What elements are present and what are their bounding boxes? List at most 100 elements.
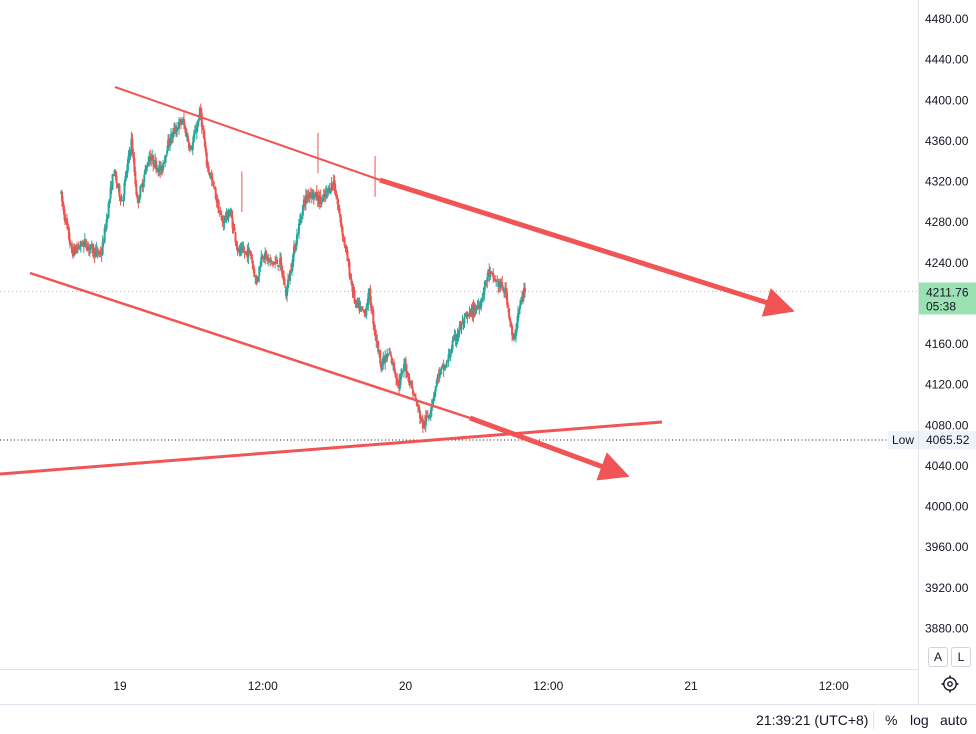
gear-icon[interactable]: [940, 674, 960, 694]
candle-body: [133, 158, 136, 172]
time-tick-label: 12:00: [819, 679, 849, 693]
candle-body: [67, 227, 70, 240]
candle-body: [226, 211, 229, 220]
candle-body: [482, 294, 485, 297]
candle-body: [78, 247, 81, 249]
candle-body: [172, 131, 175, 137]
candle-body: [88, 247, 91, 251]
candle-body: [517, 313, 520, 322]
candle-body: [239, 248, 242, 254]
candle-body: [455, 338, 458, 341]
candle-body: [486, 277, 489, 282]
candle-body: [484, 280, 487, 287]
candle-body: [320, 201, 323, 204]
candle-body: [343, 237, 346, 246]
candle-body: [274, 261, 277, 263]
log-toggle[interactable]: log: [910, 712, 929, 728]
candle-body: [291, 255, 294, 267]
candle-body: [492, 272, 495, 278]
candle-body: [434, 386, 437, 392]
candle-body: [281, 266, 284, 275]
candle-body: [234, 232, 237, 243]
candle-body: [82, 241, 85, 247]
candle-body: [96, 248, 99, 254]
time-axis: 19 12:00 20 12:00 21 12:00: [113, 679, 849, 693]
candle-body: [198, 108, 201, 121]
candle-body: [490, 271, 493, 273]
candle-body: [244, 251, 247, 253]
candle-body: [509, 318, 512, 322]
auto-toggle[interactable]: auto: [940, 712, 968, 728]
candle-body: [520, 297, 523, 302]
candle-body: [522, 288, 525, 298]
candle-body: [284, 285, 287, 287]
candle-body: [395, 374, 398, 379]
candle-body: [299, 217, 302, 221]
candle-body: [452, 337, 455, 341]
candle-body: [167, 139, 170, 151]
candle-body: [496, 280, 499, 282]
candle-body: [411, 389, 414, 395]
candle-body: [387, 354, 390, 356]
candle-body: [264, 252, 267, 260]
toolbar-divider: [873, 711, 874, 729]
candle-body: [289, 270, 292, 281]
candle-body: [283, 276, 286, 285]
candle-body: [359, 307, 362, 311]
candle-body: [440, 366, 443, 368]
price-tick-label: 4000.00: [925, 500, 969, 514]
candle-body: [260, 256, 263, 267]
candle-body: [108, 199, 111, 203]
candle-body: [373, 323, 376, 330]
candle-body: [276, 259, 279, 265]
candle-body: [450, 348, 453, 354]
candle-body: [62, 205, 65, 215]
candle-body: [255, 275, 258, 283]
candle-body: [256, 280, 259, 283]
candle-body: [508, 308, 511, 318]
candle-body: [66, 224, 69, 229]
candle-body: [339, 214, 342, 223]
candle-body: [501, 282, 504, 287]
candle-body: [200, 113, 203, 127]
candle-body: [519, 301, 522, 306]
candle-body: [331, 183, 334, 185]
auto-scale-button[interactable]: A: [928, 647, 948, 667]
candle-body: [347, 261, 350, 263]
candle-body: [266, 255, 269, 261]
candle-body: [391, 357, 394, 365]
percent-toggle[interactable]: %: [885, 712, 898, 728]
candle-body: [363, 310, 366, 314]
candle-body: [429, 410, 432, 415]
candle-body: [145, 166, 148, 170]
candle-body: [475, 307, 478, 310]
candle-body: [313, 194, 316, 198]
candle-body: [253, 269, 256, 277]
candle-body: [518, 308, 521, 314]
candle-body: [135, 184, 138, 195]
candle-body: [131, 139, 134, 154]
candles: [60, 103, 526, 434]
log-scale-button[interactable]: L: [951, 647, 971, 667]
candle-body: [300, 216, 303, 218]
candle-body: [454, 334, 457, 341]
current-price-value: 4211.76: [926, 285, 969, 299]
candle-body: [304, 195, 307, 204]
candle-body: [321, 197, 324, 202]
candle-body: [105, 218, 108, 229]
candle-body: [76, 247, 79, 249]
candle-body: [271, 261, 274, 263]
candle-body: [114, 171, 117, 177]
candle-body: [431, 399, 434, 405]
candle-body: [89, 244, 92, 248]
candle-body: [280, 257, 283, 266]
candle-body: [257, 276, 260, 281]
clock-display[interactable]: 21:39:21 (UTC+8): [756, 712, 869, 728]
candle-body: [193, 131, 196, 135]
candle-body: [345, 247, 348, 251]
candle-body: [319, 195, 322, 203]
candlestick-chart[interactable]: 4480.00 4440.00 4400.00 4360.00 4320.00 4280.…: [0, 0, 976, 704]
candle-body: [202, 128, 205, 139]
candle-body: [207, 166, 210, 172]
